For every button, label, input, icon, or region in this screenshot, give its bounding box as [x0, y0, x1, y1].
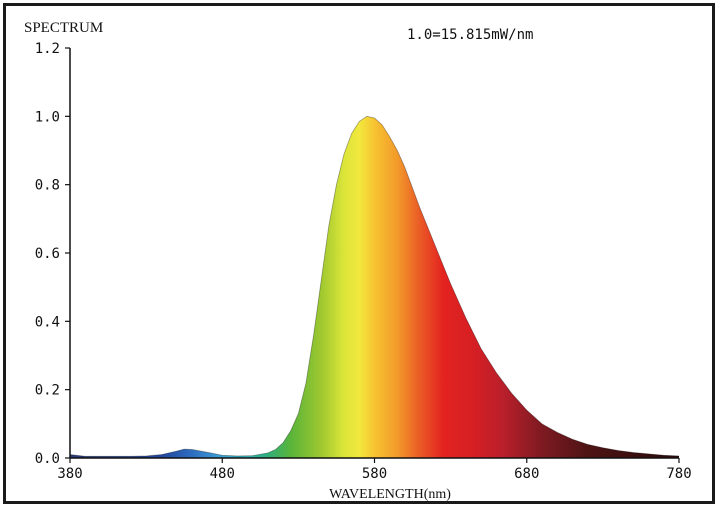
x-tick-label-0: 380: [57, 466, 82, 482]
y-tick-label-4: 0.8: [35, 178, 60, 194]
spectrum-series-line: [69, 115, 680, 457]
spectrum-area: [70, 116, 679, 458]
x-tick-label-2: 580: [362, 466, 387, 482]
y-tick-label-1: 0.2: [35, 383, 60, 399]
y-tick-label-2: 0.4: [35, 314, 60, 330]
y-tick-label-6: 1.2: [35, 41, 60, 57]
x-tick-label-1: 480: [210, 466, 235, 482]
scale-annotation: 1.0=15.815mW/nm: [407, 27, 533, 43]
chart-title: SPECTRUM: [24, 20, 103, 36]
x-axis-label: WAVELENGTH(nm): [329, 487, 451, 502]
y-tick-label-0: 0.0: [35, 451, 60, 467]
x-tick-label-4: 780: [666, 466, 691, 482]
frame-edge-mark: [712, 40, 715, 80]
y-tick-label-3: 0.6: [35, 246, 60, 262]
y-tick-label-5: 1.0: [35, 109, 60, 125]
x-tick-label-3: 680: [514, 466, 539, 482]
